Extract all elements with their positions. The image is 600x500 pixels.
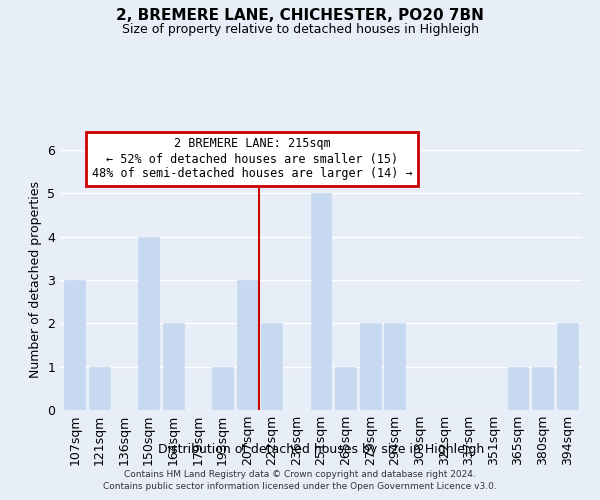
Bar: [335, 366, 356, 410]
Bar: [311, 194, 331, 410]
Bar: [212, 366, 233, 410]
Bar: [236, 280, 257, 410]
Bar: [508, 366, 529, 410]
Y-axis label: Number of detached properties: Number of detached properties: [29, 182, 41, 378]
Bar: [261, 324, 282, 410]
Text: 2 BREMERE LANE: 215sqm
← 52% of detached houses are smaller (15)
48% of semi-det: 2 BREMERE LANE: 215sqm ← 52% of detached…: [92, 138, 412, 180]
Bar: [138, 236, 159, 410]
Text: Contains public sector information licensed under the Open Government Licence v3: Contains public sector information licen…: [103, 482, 497, 491]
Text: Distribution of detached houses by size in Highleigh: Distribution of detached houses by size …: [158, 442, 484, 456]
Text: Contains HM Land Registry data © Crown copyright and database right 2024.: Contains HM Land Registry data © Crown c…: [124, 470, 476, 479]
Bar: [385, 324, 406, 410]
Bar: [557, 324, 578, 410]
Bar: [163, 324, 184, 410]
Text: 2, BREMERE LANE, CHICHESTER, PO20 7BN: 2, BREMERE LANE, CHICHESTER, PO20 7BN: [116, 8, 484, 22]
Bar: [64, 280, 85, 410]
Text: Size of property relative to detached houses in Highleigh: Size of property relative to detached ho…: [121, 22, 479, 36]
Bar: [532, 366, 553, 410]
Bar: [89, 366, 110, 410]
Bar: [360, 324, 381, 410]
